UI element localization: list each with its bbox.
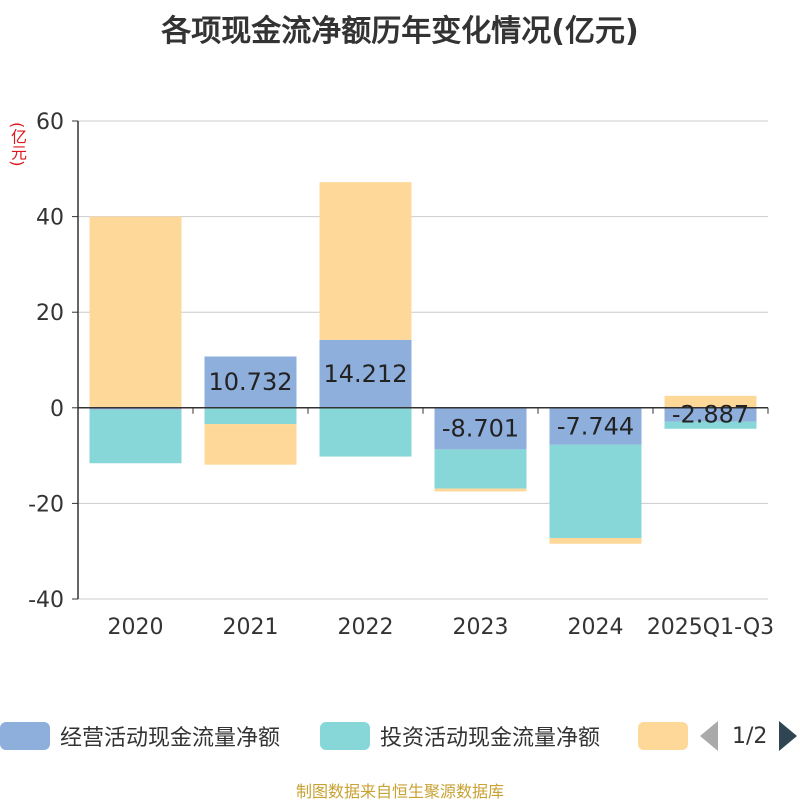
data-label: -7.744 [557,412,634,440]
data-label: -2.887 [672,401,749,429]
bar-2-2024 [549,444,642,539]
bar-1-2022 [319,339,412,408]
bar-2-2021 [204,407,297,425]
data-label: 10.732 [209,368,293,396]
chart-title: 各项现金流净额历年变化情况(亿元) [161,14,639,49]
axes: 60 40 20 0 -20 -40 2020 2021 2022 2023 2024 2025Q1-… [28,110,774,640]
bar-1-2024 [549,407,642,445]
legend-label-operating: 经营活动现金流量净额 [60,726,281,751]
bar-1-2023 [434,407,527,450]
x-tick-label: 2025Q1-Q3 [647,615,774,640]
y-tick-label: 60 [36,110,64,135]
chart-canvas: 60 40 20 0 -20 -40 2020 2021 2022 2023 2024 2025Q1-… [28,110,774,640]
x-tick-label: 2022 [338,615,394,640]
bar-3-2024 [549,538,642,544]
y-tick-label: -20 [28,492,64,517]
legend-item-investing[interactable]: 投资活动现金流量净额 [320,716,600,756]
bar-1-2020 [89,407,182,410]
y-tick-label: 40 [36,206,64,231]
legend-swatch-financing [638,722,688,750]
data-labels: 10.732 14.212 -8.701 -7.744 -2.887 [209,360,750,443]
bar-1-2025Q1-Q3 [664,407,757,422]
legend-item-financing[interactable] [638,716,698,756]
data-label: 14.212 [324,360,408,388]
bar-3-2022 [319,182,412,340]
legend-swatch-investing [320,722,370,750]
legend-item-operating[interactable]: 经营活动现金流量净额 [0,716,280,756]
bar-3-2023 [434,488,527,492]
y-tick-label: 0 [50,397,64,422]
legend-swatch-operating [0,722,50,750]
grid-lines [78,120,768,600]
bar-3-2025Q1-Q3 [664,395,757,408]
legend: 经营活动现金流量净额 投资活动现金流量净额 1/2 [0,716,800,756]
y-axis-unit: (亿元) [8,122,27,167]
bar-3-2021 [204,424,297,465]
x-tick-label: 2020 [108,615,164,640]
x-tick-label: 2021 [223,615,279,640]
legend-page-indicator: 1/2 [732,723,768,749]
bar-3-2020 [89,216,182,408]
x-tick-label: 2023 [453,615,509,640]
bar-marks [89,182,757,544]
legend-prev-icon[interactable] [700,721,718,751]
bar-2-2023 [434,449,527,489]
legend-next-icon[interactable] [779,721,798,751]
y-tick-label: -40 [28,588,64,613]
data-label: -8.701 [442,415,519,443]
y-tick-label: 20 [36,301,64,326]
bar-1-2021 [204,356,297,408]
source-note: 制图数据来自恒生聚源数据库 [295,782,504,801]
x-tick-label: 2024 [568,615,624,640]
bar-2-2022 [319,407,412,457]
bar-2-2020 [89,409,182,464]
legend-pager: 1/2 [700,716,798,756]
legend-label-investing: 投资活动现金流量净额 [380,726,601,751]
bar-2-2025Q1-Q3 [664,421,757,429]
